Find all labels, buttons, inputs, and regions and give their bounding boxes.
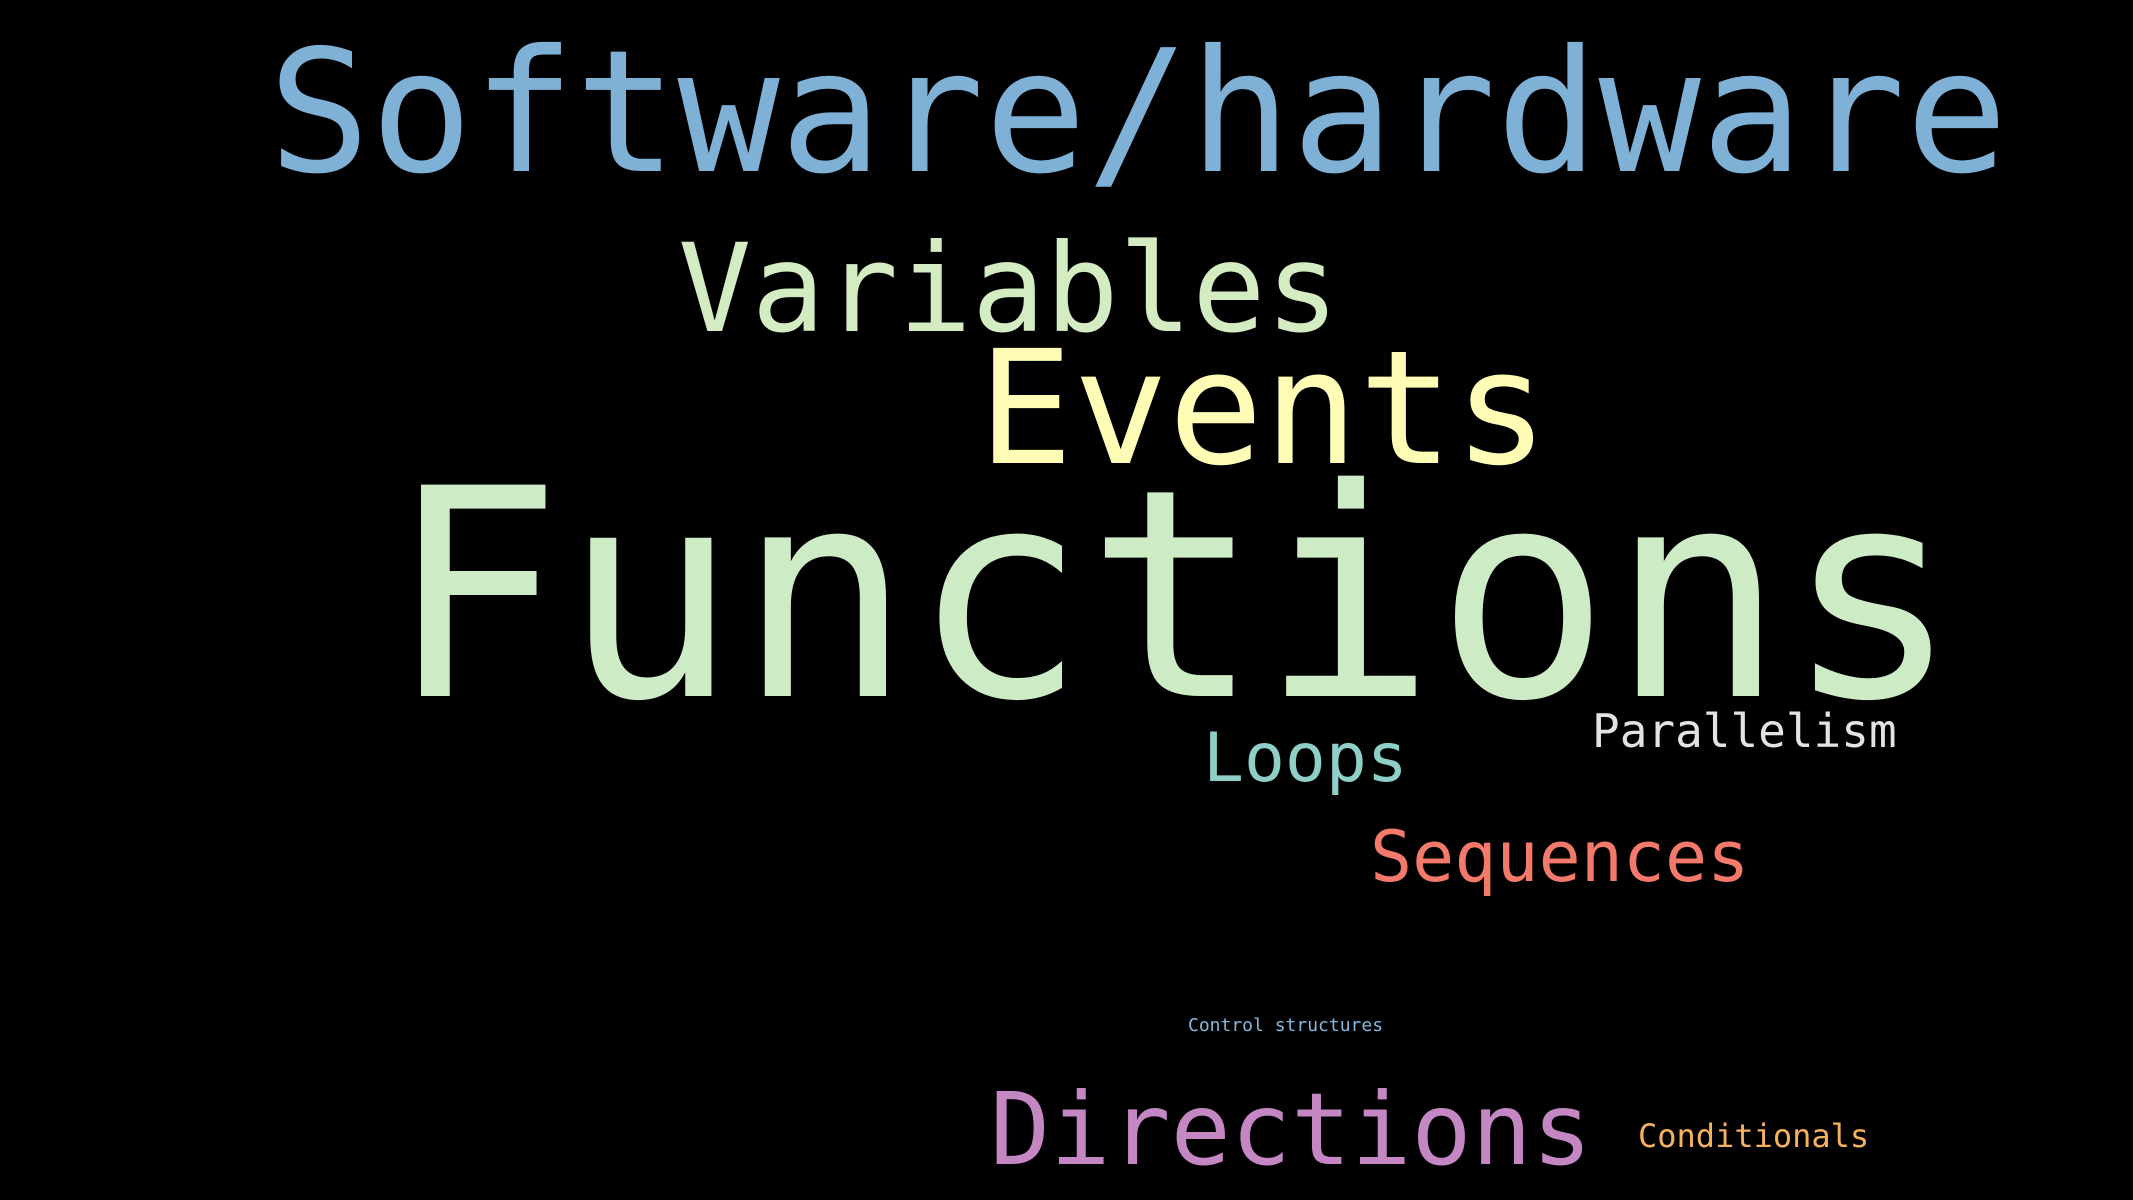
word-functions: Functions xyxy=(388,428,1960,765)
word-events: Events xyxy=(978,317,1549,501)
word-software-hardware: Software/hardware xyxy=(268,14,2008,212)
word-conditionals: Conditionals xyxy=(1638,1117,1870,1155)
word-control-structures: Control structures xyxy=(1188,1015,1384,1036)
word-parallelism: Parallelism xyxy=(1592,704,1897,758)
word-loops: Loops xyxy=(1203,719,1408,798)
word-directions: Directions xyxy=(990,1071,1593,1188)
word-variables: Variables xyxy=(678,218,1340,360)
word-sequences: Sequences xyxy=(1370,816,1750,898)
